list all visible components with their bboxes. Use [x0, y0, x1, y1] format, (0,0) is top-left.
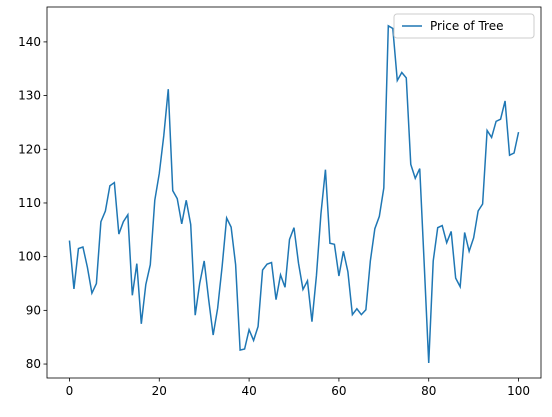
y-tick-label: 90	[26, 303, 41, 317]
x-tick-label: 0	[66, 384, 74, 398]
plot-frame	[46, 6, 542, 379]
x-tick-label: 80	[421, 384, 436, 398]
y-tick-label: 80	[26, 357, 41, 371]
y-tick-label: 130	[18, 89, 41, 103]
x-tick-label: 100	[507, 384, 530, 398]
y-tick-label: 100	[18, 250, 41, 264]
y-tick-label: 110	[18, 196, 41, 210]
y-tick-label: 120	[18, 142, 41, 156]
x-tick-label: 20	[152, 384, 167, 398]
line-series	[68, 24, 520, 364]
legend-label: Price of Tree	[430, 19, 503, 33]
x-tick-label: 60	[331, 384, 346, 398]
y-tick-label: 140	[18, 35, 41, 49]
x-tick-label: 40	[241, 384, 256, 398]
legend-box	[393, 13, 535, 39]
